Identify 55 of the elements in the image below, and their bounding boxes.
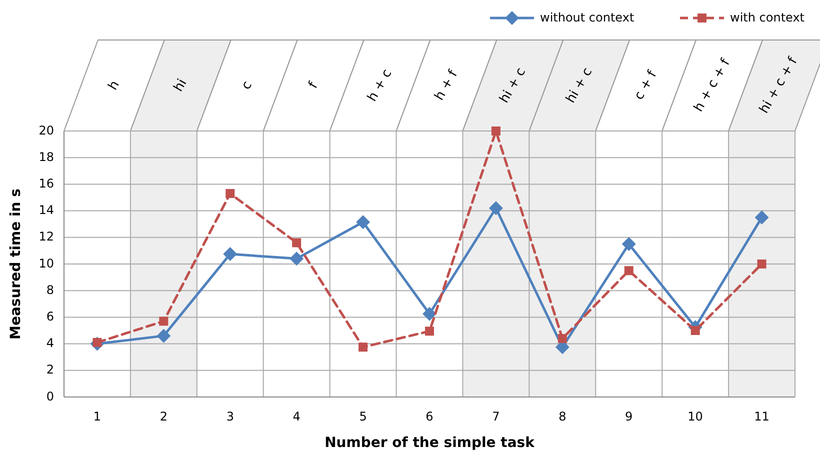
y-tick-label: 10 xyxy=(38,256,54,270)
y-tick-label: 18 xyxy=(38,150,54,164)
point xyxy=(223,247,238,262)
text: hi + c xyxy=(563,65,596,106)
text: hi + c + f xyxy=(756,54,802,116)
y-tick-label: 20 xyxy=(38,123,54,138)
y-tick-label: 6 xyxy=(46,309,54,324)
text: c xyxy=(238,78,256,92)
point xyxy=(754,210,769,224)
y-tick-label: 14 xyxy=(38,203,54,218)
x-tick-label: 6 xyxy=(426,409,434,424)
x-tick-label: 8 xyxy=(558,409,566,424)
y-tick-label: 12 xyxy=(38,230,54,244)
x-tick-label: 4 xyxy=(292,409,300,424)
point xyxy=(558,334,567,343)
y-tick-label: 4 xyxy=(46,336,54,350)
text: hi xyxy=(171,76,190,94)
point xyxy=(757,260,766,268)
legend-label: without context xyxy=(540,10,634,24)
legend-label: with context xyxy=(730,10,805,24)
point xyxy=(491,126,500,136)
x-tick-label: 7 xyxy=(492,409,500,424)
text: h + f xyxy=(432,68,462,104)
point xyxy=(156,328,171,343)
point xyxy=(425,326,434,336)
text: c + f xyxy=(632,68,660,103)
point xyxy=(690,326,700,335)
y-tick-label: 0 xyxy=(46,389,54,404)
y-tick-label: 16 xyxy=(38,176,54,190)
x-tick-label: 9 xyxy=(625,409,633,424)
x-tick-label: 11 xyxy=(754,409,770,424)
point xyxy=(422,306,436,321)
text: h + c xyxy=(364,66,396,104)
point xyxy=(356,215,370,230)
point xyxy=(226,189,235,198)
text: hi + c xyxy=(496,65,530,106)
x-tick-label: 3 xyxy=(226,409,234,424)
y-tick-label: 8 xyxy=(46,282,54,297)
x-tick-label: 2 xyxy=(160,409,168,424)
point xyxy=(622,237,636,252)
x-tick-label: 1 xyxy=(93,409,102,424)
point xyxy=(624,266,634,276)
point xyxy=(358,342,368,352)
text: h xyxy=(106,78,123,93)
x-axis-title: Number of the simple task xyxy=(324,435,536,451)
x-tick-label: 5 xyxy=(359,409,367,424)
text: h + c + f xyxy=(691,56,734,115)
point xyxy=(488,201,503,216)
point xyxy=(292,238,302,248)
point xyxy=(159,316,168,326)
x-tick-label: 10 xyxy=(688,409,703,424)
y-tick-label: 2 xyxy=(46,362,54,377)
y-axis-title: Measured time in s xyxy=(8,188,24,340)
text: f xyxy=(306,79,322,92)
point xyxy=(290,252,304,266)
